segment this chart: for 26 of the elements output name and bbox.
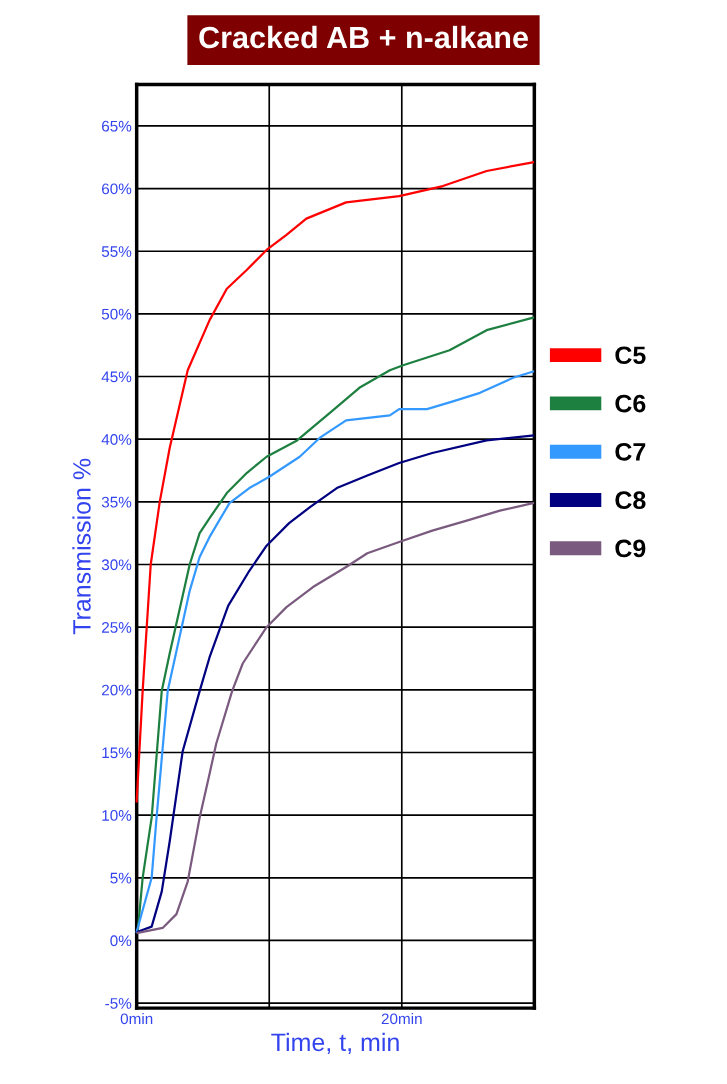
y-tick-label: 50% — [101, 308, 132, 320]
legend-label: C5 — [615, 346, 646, 365]
y-tick-label: 40% — [101, 434, 132, 445]
legend-label: C7 — [615, 442, 646, 461]
y-tick-label: 5% — [110, 872, 132, 884]
y-tick-label: 10% — [102, 810, 132, 821]
x-axis-title: Time, t, min — [271, 1032, 399, 1055]
y-tick-label: 55% — [101, 246, 132, 257]
y-tick-label: 65% — [102, 120, 132, 132]
chart-title: Cracked AB + n-alkane — [199, 25, 528, 49]
y-tick-label: 30% — [101, 559, 132, 571]
x-tick-label: 20min — [381, 1012, 422, 1025]
line-series — [135, 161, 535, 803]
y-tick-label: 45% — [101, 371, 132, 383]
legend-label: C9 — [615, 539, 646, 558]
y-tick-label: 60% — [102, 183, 132, 195]
y-tick-label: 0% — [110, 935, 132, 947]
y-tick-label: 35% — [101, 496, 132, 508]
y-tick-label: 20% — [102, 684, 132, 696]
y-tick-label: 15% — [102, 747, 132, 759]
y-tick-label: 25% — [102, 622, 132, 633]
legend-label: C8 — [615, 491, 646, 509]
y-tick-label: -5% — [105, 998, 132, 1009]
legend-label: C6 — [615, 394, 646, 413]
x-tick-label: 0min — [120, 1012, 153, 1025]
y-axis-title: Transmission % — [72, 458, 91, 635]
